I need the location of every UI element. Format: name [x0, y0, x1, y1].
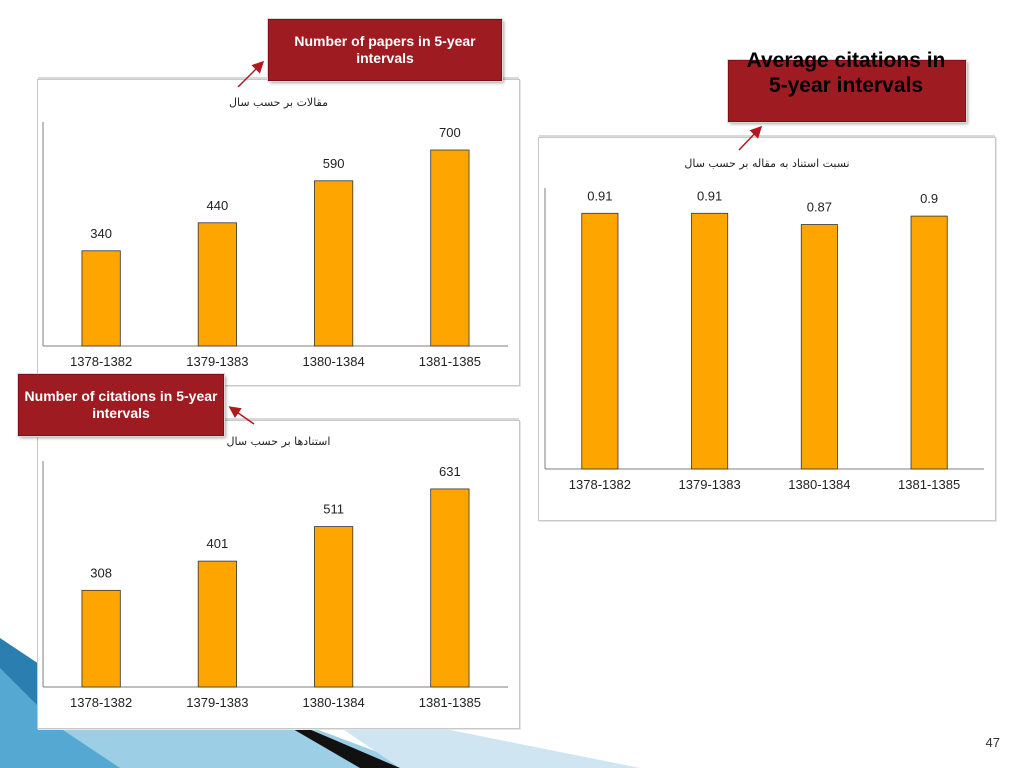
x-tick-label: 1378-1382	[70, 695, 132, 710]
page-number: 47	[985, 735, 1000, 750]
data-label: 401	[207, 536, 229, 551]
bar	[581, 212, 619, 470]
data-label: 440	[207, 198, 229, 213]
bar	[197, 222, 237, 347]
average-callout-box	[727, 59, 967, 123]
citations-bar-chart: 308 1378-1382 401 1379-1383 511 1380-1384 631 1…	[42, 461, 508, 710]
x-tick-label: 1381-1385	[898, 477, 960, 492]
papers-bar-chart: 340 1378-1382 440 1379-1383 590 1380-1384 700 1…	[42, 122, 508, 369]
data-label: 700	[439, 125, 461, 140]
bar	[691, 212, 729, 470]
bar	[197, 560, 237, 688]
x-tick-label: 1378-1382	[70, 354, 132, 369]
x-tick-label: 1381-1385	[419, 354, 481, 369]
x-tick-label: 1379-1383	[186, 695, 248, 710]
chart-title: نسبت استناد به مقاله بر حسب سال	[684, 157, 850, 170]
average-bar-chart: 0.91 1378-1382 0.91 1379-1383 0.87 1380-1384 0…	[544, 188, 984, 492]
bar	[81, 250, 121, 347]
citations-chart-panel: استنادها بر حسب سال 308 1378-1382 401 1379-…	[37, 418, 520, 729]
bar	[314, 526, 354, 688]
data-label: 0.91	[697, 188, 722, 203]
data-label: 340	[90, 226, 112, 241]
x-tick-label: 1379-1383	[186, 354, 248, 369]
data-label: 631	[439, 464, 461, 479]
bar	[910, 215, 948, 470]
average-callout-text: Average citations in 5-year intervals	[746, 49, 946, 98]
panel-top-border	[539, 135, 995, 137]
bar	[314, 180, 354, 347]
x-tick-label: 1380-1384	[303, 695, 365, 710]
papers-callout-text: Number of papers in 5-year intervals	[294, 32, 476, 67]
data-label: 308	[90, 565, 112, 580]
average-chart-panel: نسبت استناد به مقاله بر حسب سال 0.91 1378…	[538, 135, 996, 521]
chart-title: مقالات بر حسب سال	[228, 96, 329, 109]
bar	[81, 589, 121, 688]
x-tick-label: 1380-1384	[303, 354, 365, 369]
citations-callout-text: Number of citations in 5-year intervals	[24, 387, 218, 422]
x-tick-label: 1378-1382	[569, 477, 631, 492]
data-label: 511	[323, 502, 344, 517]
x-tick-label: 1380-1384	[788, 477, 850, 492]
panel-top-border	[38, 418, 519, 420]
x-tick-label: 1381-1385	[419, 695, 481, 710]
citations-callout: Number of citations in 5-year intervals	[17, 373, 225, 437]
bar	[430, 149, 470, 347]
data-label: 590	[323, 156, 345, 171]
chart-title: استنادها بر حسب سال	[226, 435, 331, 448]
papers-chart-panel: مقالات بر حسب سال 340 1378-1382 440 1379-13…	[37, 77, 520, 386]
data-label: 0.87	[807, 200, 832, 215]
papers-callout: Number of papers in 5-year intervals	[267, 18, 503, 82]
data-label: 0.9	[920, 191, 938, 206]
bar	[800, 224, 838, 470]
x-tick-label: 1379-1383	[679, 477, 741, 492]
bar	[430, 488, 470, 688]
data-label: 0.91	[587, 188, 612, 203]
